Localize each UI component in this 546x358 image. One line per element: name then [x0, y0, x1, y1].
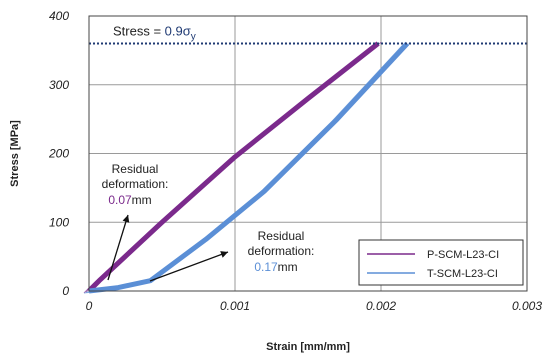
series-group — [83, 41, 411, 294]
series-line — [87, 41, 380, 293]
annotation-line1: Residual — [258, 229, 305, 243]
y-tick-label: 400 — [49, 9, 69, 23]
reference-line-label: Stress = 0.9σy — [113, 24, 196, 43]
x-tick-label: 0.001 — [220, 299, 250, 313]
annotation-arrowhead — [220, 251, 228, 258]
legend-box — [358, 239, 524, 286]
annotation-line2: deformation: — [102, 177, 169, 191]
annotation-arrow — [149, 251, 229, 282]
annotation-line2: deformation: — [248, 244, 315, 258]
x-tick-label: 0.002 — [366, 299, 396, 313]
reference-label-value: 0.9σ — [165, 24, 191, 39]
y-tick-label: 100 — [49, 215, 69, 229]
annotation-value: 0.07mm — [108, 193, 151, 207]
tick-labels: 0 0.001 0.002 0.003 0 100 200 300 400 — [48, 9, 542, 313]
annotation-arrow — [107, 214, 129, 281]
annotation-value: 0.17mm — [254, 260, 297, 274]
reference-label-subscript: y — [191, 32, 196, 43]
legend: P-SCM-L23-CI T-SCM-L23-CI — [358, 239, 524, 286]
annotation-arrowhead — [122, 215, 130, 223]
y-tick-label: 0 — [62, 284, 69, 298]
x-tick-label: 0 — [86, 299, 93, 313]
series-T-SCM-L23-CI — [83, 41, 411, 294]
y-tick-label: 300 — [49, 78, 69, 92]
reference-label-prefix: Stress = — [113, 24, 165, 39]
y-tick-label: 200 — [48, 147, 69, 161]
x-axis-label: Strain [mm/mm] — [266, 341, 350, 353]
annotation-line1: Residual — [112, 162, 159, 176]
plot-frame — [88, 15, 528, 292]
legend-label: T-SCM-L23-CI — [427, 268, 498, 280]
series-line — [88, 41, 410, 294]
x-tick-label: 0.003 — [512, 299, 542, 313]
y-axis-label: Stress [MPa] — [9, 120, 21, 187]
legend-label: P-SCM-L23-CI — [427, 249, 499, 261]
annotations: Residualdeformation:0.07mmResidualdeform… — [102, 162, 315, 282]
series-P-SCM-L23-CI — [83, 41, 382, 294]
